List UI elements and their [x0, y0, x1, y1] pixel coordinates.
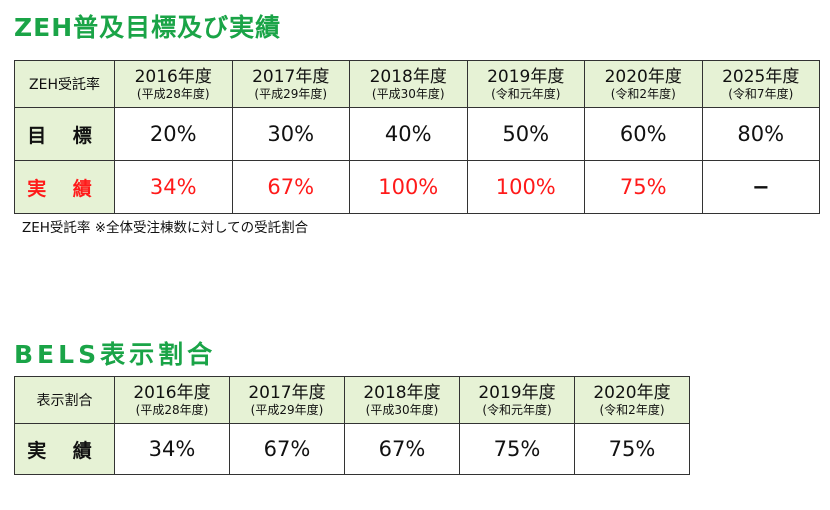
bels-actual-cell: 75%	[574, 423, 690, 475]
zeh-actual-cell: 100%	[466, 160, 585, 214]
zeh-table: ZEH受託率 2016年度 (平成28年度) 2017年度 (平成29年度) 201…	[14, 60, 820, 214]
zeh-target-cell: 20%	[114, 107, 233, 161]
bels-table: 表示割合 2016年度 (平成28年度) 2017年度 (平成29年度) 2018年…	[14, 376, 690, 475]
bels-section-title: BELS表示割合	[14, 340, 217, 369]
zeh-target-cell: 80%	[701, 107, 820, 161]
bels-actual-label: 実 績	[14, 423, 115, 475]
zeh-year-header: 2017年度 (平成29年度)	[231, 60, 350, 108]
zeh-target-cell: 50%	[466, 107, 585, 161]
bels-year-header: 2017年度 (平成29年度)	[229, 376, 345, 424]
zeh-footnote: ZEH受託率 ※全体受注棟数に対しての受託割合	[22, 220, 309, 236]
zeh-actual-cell: 100%	[349, 160, 468, 214]
bels-year-header: 2019年度 (令和元年度)	[459, 376, 575, 424]
zeh-year-header: 2019年度 (令和元年度)	[466, 60, 585, 108]
zeh-target-row: 目 標 20% 30% 40% 50% 60% 80%	[14, 107, 820, 161]
bels-actual-row: 実 績 34% 67% 67% 75% 75%	[14, 423, 690, 475]
zeh-actual-cell: −	[701, 160, 820, 214]
bels-year-header: 2016年度 (平成28年度)	[114, 376, 230, 424]
zeh-actual-cell: 34%	[114, 160, 233, 214]
bels-actual-cell: 67%	[229, 423, 345, 475]
zeh-header-row: ZEH受託率 2016年度 (平成28年度) 2017年度 (平成29年度) 201…	[14, 60, 820, 108]
zeh-actual-cell: 75%	[584, 160, 703, 214]
zeh-target-cell: 30%	[231, 107, 350, 161]
zeh-actual-label: 実 績	[14, 160, 115, 214]
bels-header-row: 表示割合 2016年度 (平成28年度) 2017年度 (平成29年度) 2018年…	[14, 376, 690, 424]
zeh-target-cell: 60%	[584, 107, 703, 161]
zeh-corner-label: ZEH受託率	[14, 60, 115, 108]
bels-actual-cell: 75%	[459, 423, 575, 475]
zeh-target-cell: 40%	[349, 107, 468, 161]
zeh-actual-row: 実 績 34% 67% 100% 100% 75% −	[14, 160, 820, 214]
zeh-year-header: 2016年度 (平成28年度)	[114, 60, 233, 108]
bels-year-header: 2020年度 (令和2年度)	[574, 376, 690, 424]
zeh-target-label: 目 標	[14, 107, 115, 161]
zeh-section-title: ZEH普及目標及び実績	[14, 13, 282, 42]
bels-actual-cell: 34%	[114, 423, 230, 475]
zeh-actual-cell: 67%	[231, 160, 350, 214]
bels-year-header: 2018年度 (平成30年度)	[344, 376, 460, 424]
zeh-year-header: 2018年度 (平成30年度)	[349, 60, 468, 108]
bels-corner-label: 表示割合	[14, 376, 115, 424]
zeh-year-header: 2020年度 (令和2年度)	[584, 60, 703, 108]
zeh-year-header: 2025年度 (令和7年度)	[701, 60, 820, 108]
bels-actual-cell: 67%	[344, 423, 460, 475]
